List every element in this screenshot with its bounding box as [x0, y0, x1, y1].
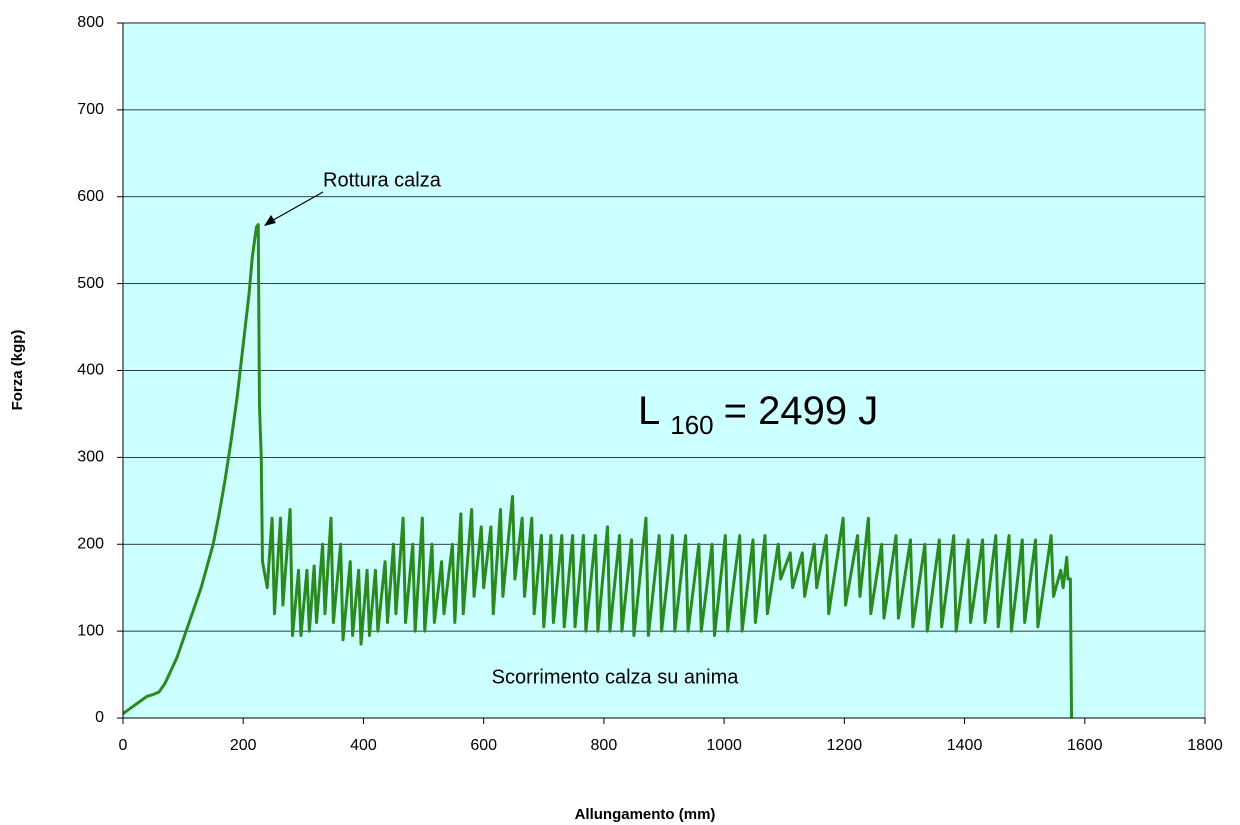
formula-base: L — [638, 389, 660, 433]
y-tick-label: 200 — [77, 535, 104, 552]
x-tick-label: 0 — [119, 737, 128, 754]
x-tick-label: 400 — [350, 737, 377, 754]
y-tick-label: 500 — [77, 275, 104, 292]
annotation: Rottura calza — [323, 169, 442, 191]
y-tick-label: 100 — [77, 622, 104, 639]
y-tick-label: 800 — [77, 14, 104, 31]
y-axis-label: Forza (kgp) — [9, 330, 26, 411]
x-tick-label: 1800 — [1187, 737, 1223, 754]
x-axis-label: Allungamento (mm) — [575, 806, 716, 823]
x-tick-label: 800 — [591, 737, 618, 754]
x-tick-label: 200 — [230, 737, 257, 754]
formula-rest: = 2499 J — [724, 389, 879, 433]
y-tick-label: 700 — [77, 101, 104, 118]
y-tick-label: 0 — [95, 709, 104, 726]
data-line — [122, 223, 1074, 719]
x-tick-label: 1000 — [706, 737, 742, 754]
formula: L 160 = 2499 J — [638, 389, 878, 440]
x-tick-label: 1400 — [947, 737, 983, 754]
arrow-head — [264, 215, 276, 226]
x-tick-label: 1600 — [1067, 737, 1103, 754]
x-tick-label: 600 — [470, 737, 497, 754]
y-tick-label: 300 — [77, 449, 104, 466]
x-tick-label: 1200 — [827, 737, 863, 754]
annotation-arrow — [267, 191, 324, 224]
series — [122, 223, 1074, 719]
y-tick-label: 400 — [77, 362, 104, 379]
annotation: Scorrimento calza su anima — [492, 666, 740, 688]
ticks: 0 100 200 300 400 500 600 700 800 0 200 400 600 800 10… — [77, 14, 1223, 754]
formula-subscript: 160 — [670, 410, 713, 440]
y-tick-label: 600 — [77, 188, 104, 205]
